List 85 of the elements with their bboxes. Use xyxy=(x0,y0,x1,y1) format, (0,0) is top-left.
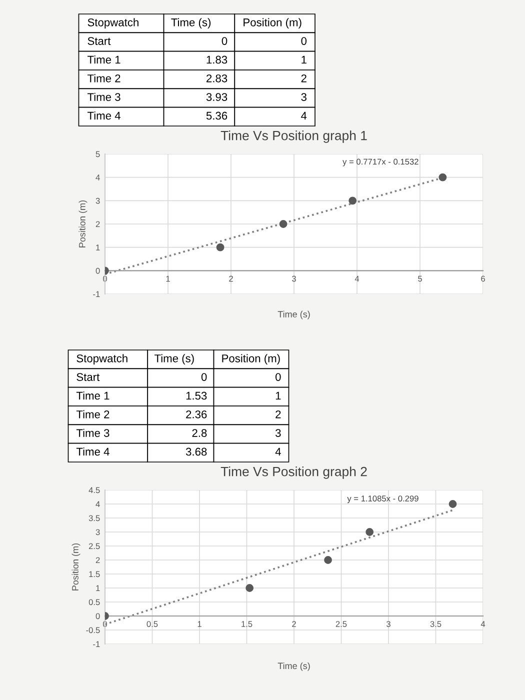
x-axis-title: Time (s) xyxy=(278,662,310,671)
y-tick-label: 3 xyxy=(96,529,100,536)
text: 3 xyxy=(301,93,306,101)
y-tick-label: 5 xyxy=(96,151,100,158)
y-tick-label: 3.5 xyxy=(88,515,100,522)
y-tick-label: 3 xyxy=(96,198,100,204)
text: 3.93 xyxy=(206,93,228,101)
text: 4 xyxy=(275,448,281,456)
text: Time 4 xyxy=(88,111,120,120)
x-tick-label: 2.5 xyxy=(336,621,347,627)
text: 1.53 xyxy=(186,392,207,400)
text: 4 xyxy=(301,112,307,120)
x-tick-label: 6 xyxy=(481,276,485,282)
x-tick-label: 0.5 xyxy=(146,621,158,627)
y-tick-label: 0 xyxy=(96,268,100,274)
point xyxy=(279,220,288,228)
y-tick-label: 2.5 xyxy=(88,543,100,550)
point xyxy=(216,243,224,252)
point xyxy=(246,584,254,592)
text: 2.83 xyxy=(206,74,228,82)
text: 1.83 xyxy=(206,56,228,64)
x-tick-label: 2 xyxy=(229,276,233,282)
y-tick-label: -1 xyxy=(93,291,100,298)
text: 5.36 xyxy=(206,112,228,120)
text: Time 2 xyxy=(88,74,120,82)
text: Stopwatch xyxy=(88,18,138,29)
chart-title: Time Vs Position graph 1 xyxy=(220,130,367,143)
text: 2.36 xyxy=(186,410,207,418)
y-axis-title: Position (m) xyxy=(72,543,80,590)
point xyxy=(366,528,374,536)
text: 3 xyxy=(276,429,281,437)
point xyxy=(448,500,457,508)
annotation: y = 0.7717x - 0.1532 xyxy=(342,158,418,166)
y-tick-label: -1 xyxy=(93,641,100,648)
text: 2.8 xyxy=(192,429,207,437)
text: Stopwatch xyxy=(76,354,128,365)
text: 2 xyxy=(301,74,306,82)
y-tick-label: -0.5 xyxy=(86,627,100,634)
text: Time (s) xyxy=(154,354,194,365)
x-tick-label: 1.5 xyxy=(242,621,252,627)
text: Time 3 xyxy=(76,428,110,437)
text: Position (m) xyxy=(222,354,280,365)
text: 1 xyxy=(276,392,281,400)
text: 3.68 xyxy=(186,448,207,456)
text: Start xyxy=(76,373,100,381)
y-tick-label: 0.5 xyxy=(88,599,100,606)
x-tick-label: 4 xyxy=(480,621,486,627)
text: 0 xyxy=(201,373,207,381)
text: 0 xyxy=(222,37,228,45)
x-tick-label: 4 xyxy=(354,276,360,282)
x-tick-label: 3.5 xyxy=(430,621,442,627)
point xyxy=(348,196,357,205)
y-tick-label: 4 xyxy=(96,501,100,508)
chart-title: Time Vs Position graph 2 xyxy=(220,466,367,479)
annotation: y = 1.1085x - 0.299 xyxy=(347,496,418,504)
x-tick-label: 5 xyxy=(418,276,422,282)
y-tick-label: 4.5 xyxy=(88,487,100,494)
text: 0 xyxy=(301,37,307,45)
x-tick-label: 2 xyxy=(292,621,296,627)
point xyxy=(438,173,447,182)
y-axis-title: Position (m) xyxy=(78,200,88,248)
x-tick-label: 3 xyxy=(386,621,390,627)
text: Position (m) xyxy=(244,18,302,29)
text: Start xyxy=(88,37,111,45)
y-tick-label: 1.5 xyxy=(89,571,100,578)
x-tick-label: 1 xyxy=(166,276,170,282)
y-tick-label: 1 xyxy=(96,585,100,592)
x-tick-label: 3 xyxy=(292,276,296,282)
text: 0 xyxy=(276,373,281,381)
text: Time (s) xyxy=(171,18,211,29)
text: Time 2 xyxy=(76,410,110,418)
text: Time 3 xyxy=(88,92,120,101)
y-tick-label: 0 xyxy=(96,613,100,620)
text: Time 4 xyxy=(76,447,110,456)
y-tick-label: 2 xyxy=(96,221,100,228)
y-tick-label: 2 xyxy=(96,557,100,564)
text: Time 1 xyxy=(88,55,120,64)
text: 1 xyxy=(302,56,306,64)
y-tick-label: 1 xyxy=(96,244,100,250)
y-tick-label: 4 xyxy=(96,174,100,180)
text: 2 xyxy=(276,410,281,418)
text: Time 1 xyxy=(76,391,110,400)
x-tick-label: 1 xyxy=(198,621,202,627)
x-axis-title: Time (s) xyxy=(278,310,310,320)
point xyxy=(324,556,332,564)
